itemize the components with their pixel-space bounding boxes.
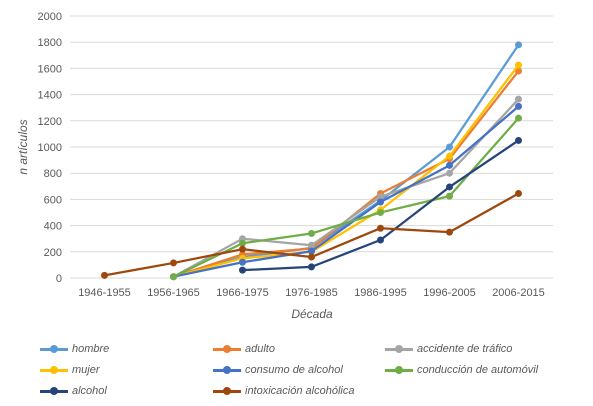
x-tick-label: 1986-1995: [354, 287, 407, 299]
data-point-intoxicacion-alcoholica: [377, 224, 384, 232]
x-tick-label: 1966-1975: [216, 287, 269, 299]
data-point-intoxicacion-alcoholica: [446, 228, 453, 236]
series-lines: [101, 41, 522, 281]
chart: 0 200 400 600 800 1000 1200 1400 1600 1800 2000 19…: [16, 11, 553, 321]
x-tick-label: 2006-2015: [492, 287, 545, 299]
x-tick-label: 1976-1985: [285, 287, 338, 299]
y-tick-label: 1000: [38, 142, 62, 154]
legend-label: adulto: [245, 343, 275, 355]
legend-swatch: [40, 386, 68, 396]
data-point-intoxicacion-alcoholica: [239, 245, 246, 253]
series-line-accidente-de-trafico: [172, 98, 520, 278]
legend-swatch: [213, 365, 241, 375]
data-point-hombre: [515, 41, 522, 49]
data-point-accidente-de-trafico: [446, 169, 453, 177]
legend-swatch: [385, 365, 413, 375]
legend-label: hombre: [72, 343, 110, 355]
y-tick-label: 2000: [38, 11, 62, 23]
data-point-intoxicacion-alcoholica: [515, 190, 522, 198]
data-point-conduccion-de-automovil: [446, 192, 453, 200]
data-point-consumo-de-alcohol: [377, 198, 384, 206]
data-point-conduccion-de-automovil: [308, 229, 315, 237]
data-point-conduccion-de-automovil: [239, 239, 246, 247]
legend-swatch: [385, 344, 413, 354]
legend-swatch: [40, 365, 68, 375]
x-tick-label: 1946-1955: [78, 287, 131, 299]
legend-swatch: [213, 386, 241, 396]
y-tick-label: 400: [44, 221, 62, 233]
y-tick-label: 1600: [38, 63, 62, 75]
y-tick-label: 600: [44, 194, 62, 206]
y-tick-label: 1200: [38, 116, 62, 128]
data-point-intoxicacion-alcoholica: [101, 271, 108, 279]
x-tick-label: 1996-2005: [423, 287, 476, 299]
data-point-conduccion-de-automovil: [515, 114, 522, 122]
series-line-mujer: [173, 64, 520, 278]
data-point-consumo-de-alcohol: [515, 102, 522, 110]
data-point-consumo-de-alcohol: [446, 161, 453, 169]
data-point-hombre: [446, 143, 453, 151]
legend-item-conduccion-de-automovil: conducción de automóvil: [385, 361, 538, 379]
data-point-mujer: [446, 152, 453, 160]
data-point-conduccion-de-automovil: [377, 209, 384, 216]
legend-label: alcohol: [72, 385, 107, 397]
legend-label: conducción de automóvil: [417, 364, 539, 376]
legend-label: mujer: [72, 364, 100, 376]
legend-swatch: [40, 344, 68, 354]
legend-swatch: [213, 344, 241, 354]
data-point-consumo-de-alcohol: [308, 247, 315, 255]
series-hombre: [170, 41, 522, 281]
data-point-alcohol: [446, 183, 453, 191]
legend-label: intoxicación alcohólica: [245, 385, 355, 397]
series-alcohol: [239, 136, 522, 274]
data-point-accidente-de-trafico: [515, 95, 522, 103]
y-tick-label: 800: [44, 168, 62, 180]
y-tick-label: 1400: [38, 90, 62, 102]
y-axis-title: n artículos: [16, 119, 30, 174]
data-point-consumo-de-alcohol: [239, 258, 246, 266]
gridlines: [70, 15, 553, 253]
data-point-intoxicacion-alcoholica: [170, 259, 177, 267]
y-tick-label: 0: [56, 273, 62, 285]
legend-item-accidente-de-trafico: accidente de tráfico: [385, 340, 512, 358]
series-line-adulto: [173, 70, 520, 278]
data-point-alcohol: [308, 263, 315, 271]
y-tick-label: 1800: [38, 37, 62, 49]
data-point-accidente-de-trafico: [377, 193, 384, 201]
legend: hombre adulto accidente de tráfico mujer con…: [40, 338, 580, 402]
legend-label: accidente de tráfico: [417, 343, 513, 355]
x-tick-label: 1956-1965: [147, 287, 200, 299]
series-conduccion-de-automovil: [170, 114, 522, 281]
series-consumo-de-alcohol: [170, 102, 522, 281]
series-intoxicacion-alcoholica: [101, 190, 522, 279]
data-point-intoxicacion-alcoholica: [308, 253, 315, 261]
legend-item-alcohol: alcohol: [40, 382, 107, 400]
legend-item-consumo-de-alcohol: consumo de alcohol: [213, 361, 343, 379]
x-axis-ticks: 1946-1955 1956-1965 1966-1975 1976-1985 1986…: [78, 287, 545, 299]
series-line-conduccion-de-automovil: [173, 117, 520, 278]
series-line-consumo-de-alcohol: [173, 105, 520, 278]
x-axis-title: Década: [291, 307, 333, 321]
y-axis-ticks: 0 200 400 600 800 1000 1200 1400 1600 1800 2000: [38, 11, 62, 285]
data-point-alcohol: [515, 136, 522, 144]
data-point-alcohol: [239, 266, 246, 274]
legend-item-adulto: adulto: [213, 340, 275, 358]
data-point-accidente-de-trafico: [308, 241, 315, 249]
legend-item-intoxicacion-alcoholica: intoxicación alcohólica: [213, 382, 354, 400]
data-point-alcohol: [377, 236, 384, 244]
y-tick-label: 200: [44, 247, 62, 259]
data-point-conduccion-de-automovil: [170, 273, 177, 281]
legend-item-hombre: hombre: [40, 340, 109, 358]
legend-item-mujer: mujer: [40, 361, 100, 379]
data-point-mujer: [515, 61, 522, 69]
legend-label: consumo de alcohol: [245, 364, 343, 376]
